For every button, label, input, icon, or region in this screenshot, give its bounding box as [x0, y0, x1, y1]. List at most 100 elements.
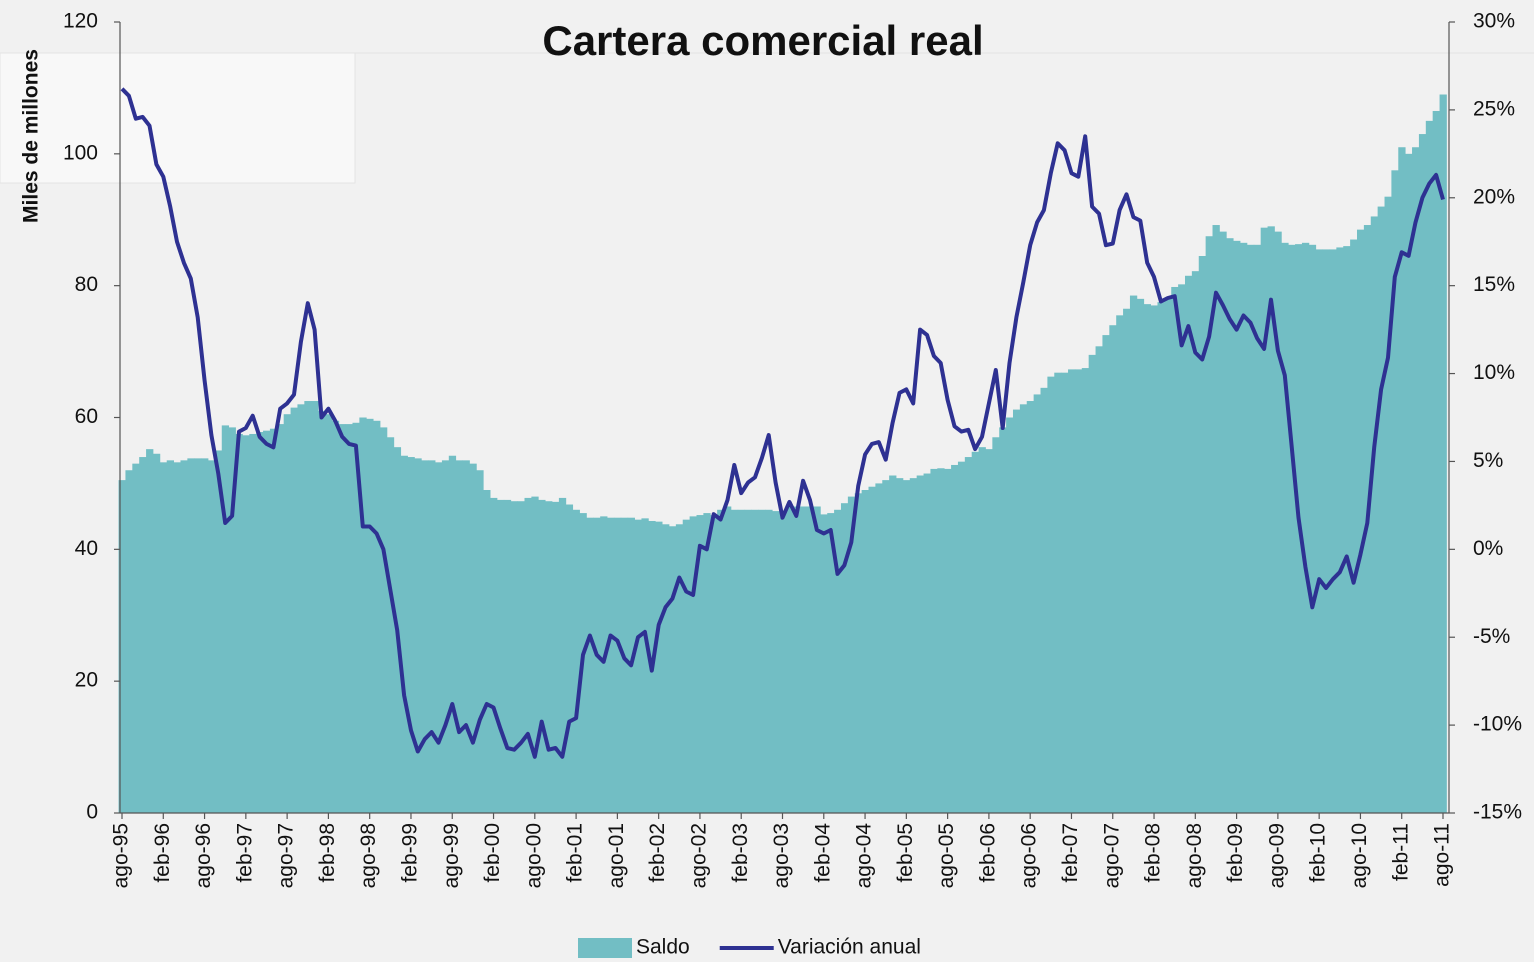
bar: [311, 401, 319, 813]
bar: [1040, 387, 1048, 813]
bar: [909, 478, 918, 813]
bar: [1398, 147, 1406, 813]
bar: [208, 460, 216, 813]
bar: [765, 509, 773, 813]
bar: [1157, 302, 1165, 813]
bar: [263, 430, 271, 813]
x-tick-label: ago-97: [275, 823, 298, 888]
bar: [799, 506, 807, 813]
x-tick-label: ago-06: [1018, 823, 1041, 888]
bar: [868, 486, 876, 813]
bar: [730, 509, 739, 813]
x-tick-label: feb-05: [894, 823, 917, 883]
bar: [861, 490, 869, 813]
bar: [1246, 244, 1255, 813]
bar: [675, 524, 684, 813]
x-tick-label: ago-99: [440, 823, 463, 888]
bar: [276, 424, 285, 813]
bar: [524, 497, 532, 813]
bar: [256, 432, 264, 813]
bar: [1336, 247, 1344, 813]
bar: [1109, 325, 1117, 813]
x-tick-label: ago-05: [935, 823, 958, 888]
bar: [744, 509, 752, 813]
bar: [806, 506, 814, 813]
bar: [1288, 244, 1296, 813]
bar: [586, 517, 594, 813]
bar: [510, 501, 519, 813]
x-tick-label: feb-08: [1142, 823, 1165, 883]
line: [120, 87, 1445, 759]
legend-label: Saldo: [636, 936, 690, 959]
bar: [180, 460, 188, 813]
bar: [166, 460, 175, 813]
bar: [469, 463, 477, 813]
bar: [682, 519, 691, 813]
bar: [503, 499, 512, 813]
bar: [1370, 216, 1379, 813]
bar: [1391, 170, 1399, 813]
bar: [971, 451, 979, 813]
bar: [448, 455, 457, 813]
bar: [1205, 236, 1213, 813]
bar: [1240, 242, 1248, 814]
y2-tick-label: -10%: [1473, 713, 1522, 736]
bar: [1102, 335, 1110, 813]
bar: [1425, 120, 1434, 813]
bar: [889, 475, 897, 813]
x-tick-label: ago-96: [192, 823, 215, 888]
bar: [1308, 244, 1317, 813]
x-tick-label: ago-98: [357, 823, 380, 888]
bar: [820, 514, 828, 813]
x-tick-label: ago-08: [1183, 823, 1206, 888]
bar: [758, 509, 766, 813]
bar: [1356, 229, 1365, 813]
bar: [964, 457, 973, 813]
bar: [1219, 231, 1227, 814]
bar: [201, 458, 209, 813]
bar: [875, 483, 883, 813]
bar: [476, 470, 484, 813]
bar: [1343, 246, 1351, 813]
x-tick-label: ago-95: [110, 823, 133, 888]
bar: [600, 516, 608, 813]
bar: [297, 404, 305, 813]
bar: [930, 468, 938, 813]
x-tick-label: feb-00: [481, 823, 504, 883]
x-tick-label: ago-01: [605, 823, 628, 888]
x-tick-label: feb-99: [399, 823, 422, 883]
bar: [827, 513, 835, 813]
bar: [359, 417, 367, 813]
bar: [373, 420, 381, 813]
x-tick-label: ago-11: [1431, 823, 1454, 887]
x-tick-label: feb-10: [1307, 823, 1330, 883]
bar: [634, 519, 642, 813]
bar: [1061, 372, 1069, 813]
bar: [1281, 242, 1289, 814]
bar: [428, 460, 436, 813]
bar: [441, 460, 450, 813]
bar: [1432, 110, 1440, 814]
bar: [345, 424, 353, 813]
bar: [834, 509, 842, 813]
bar: [1315, 249, 1323, 814]
bar: [792, 506, 801, 813]
bar: [414, 458, 422, 813]
bar: [840, 503, 849, 813]
x-tick-label: ago-04: [853, 823, 876, 889]
bar: [421, 460, 429, 813]
bar: [896, 478, 904, 813]
bar: [1350, 239, 1358, 813]
bar: [1212, 225, 1220, 814]
legend-swatch: [578, 938, 632, 958]
bar: [1019, 404, 1028, 813]
bar: [999, 427, 1007, 813]
bar: [462, 460, 470, 813]
y2-tick-label: 30%: [1473, 10, 1515, 33]
bar: [1054, 372, 1062, 813]
x-tick-label: feb-96: [151, 823, 174, 883]
bar: [944, 468, 952, 813]
x-tick-label: ago-09: [1265, 823, 1288, 888]
bar: [813, 506, 821, 813]
y-tick-label: 60: [75, 405, 98, 428]
